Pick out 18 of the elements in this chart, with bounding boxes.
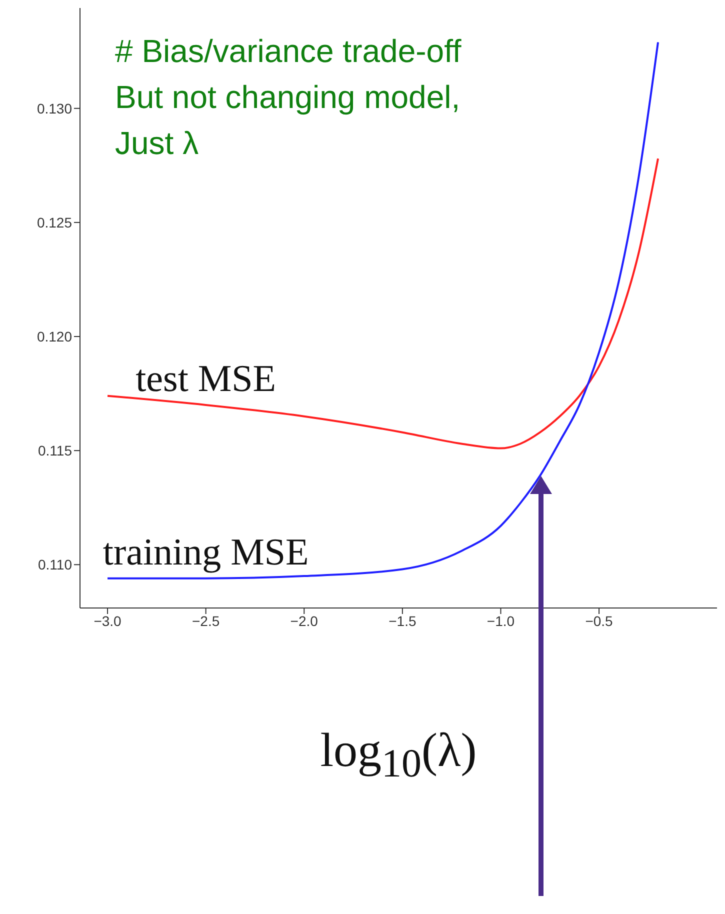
line-series bbox=[106, 158, 660, 450]
y-tick-label: 0.115 bbox=[38, 442, 72, 459]
x-tick-label: −1.0 bbox=[486, 612, 515, 629]
x-axis-title: log$_{10}$(λ) bbox=[320, 724, 477, 786]
x-tick-label: −1.5 bbox=[388, 612, 416, 629]
x-tick-label: −2.0 bbox=[290, 612, 318, 629]
series-label: test MSE bbox=[136, 358, 276, 400]
x-tick-label: −3.0 bbox=[94, 612, 122, 629]
series-label: training MSE bbox=[102, 531, 309, 574]
y-tick-label: 0.110 bbox=[38, 556, 72, 573]
y-tick-label: 0.120 bbox=[36, 328, 72, 344]
y-tick-label: 0.130 bbox=[36, 100, 72, 116]
annotation: # Bias/variance trade-off bbox=[115, 33, 462, 69]
y-tick-label: 0.125 bbox=[36, 214, 72, 230]
annotation: But not changing model, bbox=[115, 79, 460, 115]
annotation: Just λ bbox=[115, 125, 199, 161]
x-tick-label: −0.5 bbox=[585, 612, 614, 629]
x-tick-label: −2.5 bbox=[192, 612, 220, 629]
